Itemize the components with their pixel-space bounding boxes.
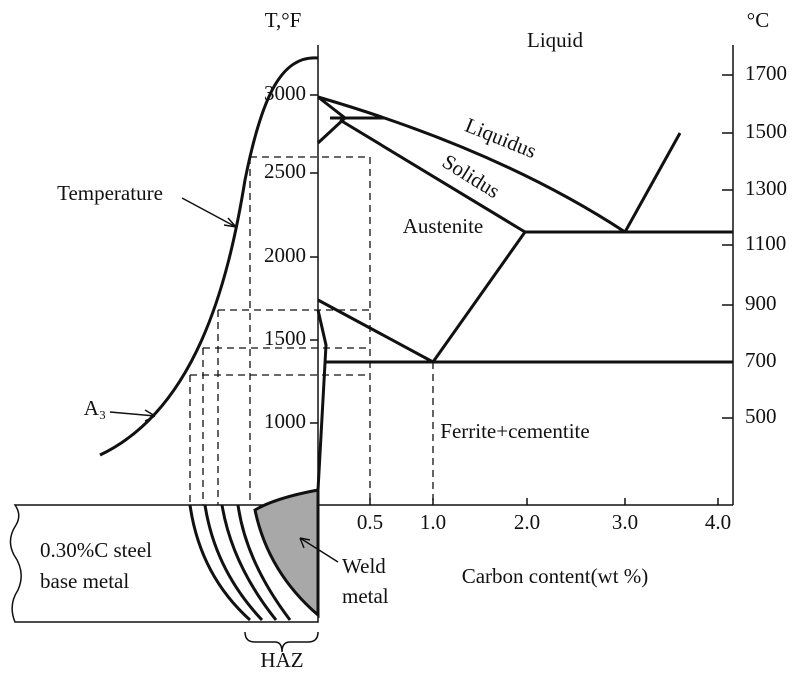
right-tick-label: 1300 [745, 176, 787, 200]
x-tick-label: 4.0 [705, 510, 731, 534]
weld-metal-zone [255, 490, 318, 615]
left-unit: T,°F [265, 8, 302, 32]
x-tick-label: 3.0 [612, 510, 638, 534]
right-tick-label: 500 [745, 404, 777, 428]
region-label: Austenite [403, 214, 483, 238]
eutectoid-lines [318, 232, 733, 362]
base-metal-label: base metal [40, 569, 129, 593]
right-tick-label: 1100 [745, 231, 786, 255]
left-tick-label: 1500 [264, 326, 306, 350]
left-tick-label: 1000 [264, 409, 306, 433]
weld-metal-label: Weld [342, 554, 386, 578]
right-tick-label: 700 [745, 348, 777, 372]
ticks: 3000250020001500100017001500130011009007… [264, 61, 787, 534]
right-tick-label: 900 [745, 291, 777, 315]
x-tick-label: 2.0 [514, 510, 540, 534]
a3-arrow [110, 410, 155, 421]
left-tick-label: 2000 [264, 243, 306, 267]
base-metal-label: 0.30%C steel [40, 538, 152, 562]
left-tick-label: 2500 [264, 159, 306, 183]
curve-label: A₃ [84, 396, 107, 420]
curve-label: Temperature [57, 181, 163, 205]
right-unit: °C [747, 8, 769, 32]
eutectic-lines [525, 133, 733, 232]
region-label: Liquid [527, 28, 583, 52]
right-tick-label: 1700 [745, 61, 787, 85]
curve-label: Solidus [438, 149, 504, 203]
x-tick-label: 1.0 [420, 510, 446, 534]
temperature-arrow [182, 198, 236, 227]
diagram: 3000250020001500100017001500130011009007… [0, 0, 800, 679]
x-label: Carbon content(wt %) [462, 564, 649, 588]
curve-label: Liquidus [462, 113, 540, 163]
projection-lines [190, 157, 433, 505]
peritectic [318, 97, 385, 143]
weld-metal-label: metal [342, 584, 389, 608]
haz-label: HAZ [260, 648, 303, 672]
right-tick-label: 1500 [745, 119, 787, 143]
a3-boundary [318, 310, 326, 490]
region-label: Ferrite+cementite [440, 419, 589, 443]
x-tick-label: 0.5 [357, 510, 383, 534]
